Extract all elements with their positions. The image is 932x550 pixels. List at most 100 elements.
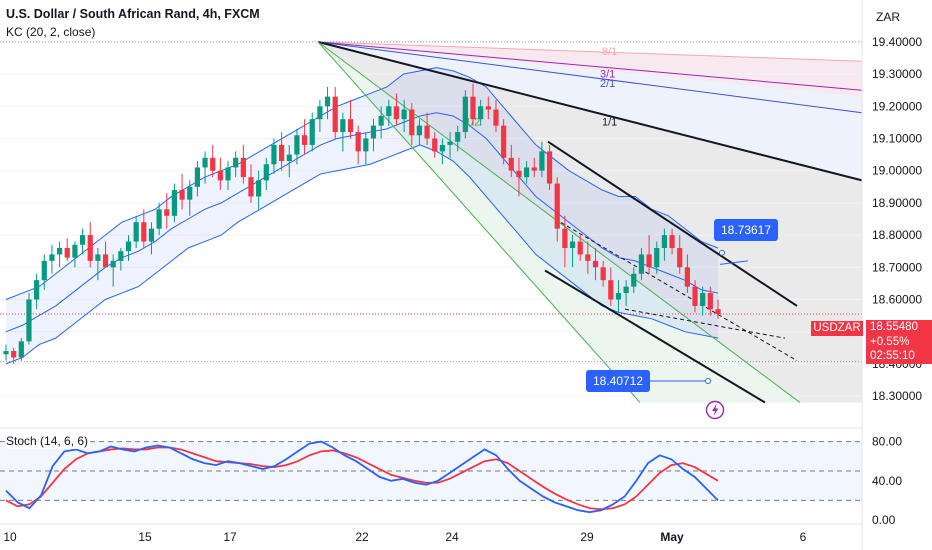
candle-body [363,138,369,152]
candle-body [133,222,139,242]
candle-body [416,125,423,136]
candle-body [401,109,407,120]
candle-body [95,254,101,261]
candle-body [125,241,132,252]
stoch-tick-label: 80.00 [872,435,902,449]
candle-body [424,125,430,139]
candle-body [554,183,560,229]
last-price-symbol: USDZAR [811,321,863,336]
callout-high-dot [719,249,725,256]
candle-body [569,241,576,248]
candle-body [110,260,116,268]
stoch-d-line [5,446,719,511]
price-scale[interactable]: 19.40000 19.30000 19.20000 19.10000 19.00000… [861,0,932,550]
candle-body [692,286,698,306]
candle-body [279,144,285,162]
candle-body [41,260,47,281]
price-tick-label: 19.30000 [872,67,922,81]
candle-body [271,144,277,165]
gann-fan-line [317,40,863,182]
candle-body [34,280,40,300]
candle-body [194,167,200,187]
candle-body [677,247,683,268]
candle-body [386,106,392,116]
candle-body [455,132,461,142]
candle-body [148,228,155,242]
candle-body [248,177,254,197]
callout-low-box [586,370,650,392]
stoch-tick-label: 40.00 [872,474,902,488]
support-dashed[interactable] [624,308,786,339]
time-scale[interactable]: 10 15 17 22 24 29 May 6 [3,530,806,544]
candle-body [332,96,338,133]
candle-body [378,115,384,126]
price-tick-label: 19.00000 [872,164,922,178]
candle-body [592,260,599,268]
fan-zone-top [318,41,862,97]
last-price-values: 18.55480 +0.55% 02:55:10 [866,320,932,364]
candle-body [546,151,553,184]
candle-body [501,125,507,158]
keltner-band-fill [6,67,718,364]
channel-mid-dashed[interactable] [554,218,798,362]
candle-body [233,157,239,168]
callout-high-text: 18.73617 [721,223,771,237]
price-tick-label: 18.80000 [872,228,922,242]
candle-body [669,235,675,248]
chart-title: U.S. Dollar / South African Rand, 4h, FX… [6,7,260,21]
fan-label: 1/1 [602,117,617,129]
candle-body [508,157,514,171]
candle-body [684,267,690,287]
candle-body [11,351,17,358]
candle-body [56,247,63,255]
candle-body [324,96,331,107]
channel-lower[interactable] [544,269,766,404]
time-tick-label: 22 [355,530,369,544]
fan-zone-middle [318,41,862,403]
time-tick-label: 10 [3,530,17,544]
candle-body [516,170,522,178]
candle-body [485,106,491,110]
channel-upper[interactable] [547,140,798,307]
candle-body [164,209,170,216]
callout-low[interactable]: 18.40712 [586,370,711,392]
time-tick-label: 6 [800,530,807,544]
lightning-icon[interactable] [705,400,725,420]
price-tick-label: 18.30000 [872,389,922,403]
candle-body [646,254,652,268]
candle-body [3,351,9,355]
stoch-pane[interactable] [0,440,862,514]
fan-label: 2/1 [600,78,615,90]
fan-label: 3/1 [600,68,615,80]
gann-fan-line [317,41,863,62]
candle-body [256,180,262,197]
candle-body [370,125,377,139]
lightning-icon-bolt [712,404,719,416]
candle-body [661,235,668,248]
price-tick-label: 18.90000 [872,196,922,210]
candle-body [340,119,346,133]
candle-body [715,309,721,314]
candle-body [585,254,591,261]
candle-body [202,157,208,168]
candle-body [393,106,400,120]
callout-high[interactable]: 18.73617 [714,219,778,265]
candle-body [118,251,124,261]
indicator-legend[interactable]: KC (20, 2, close) [6,25,96,39]
candle-body [187,186,193,200]
time-tick-label: May [660,530,684,544]
currency-label: ZAR [876,10,900,24]
candle-body [409,109,415,136]
gann-fan-line [317,41,863,91]
candle-body [447,141,453,145]
candle-body [623,286,629,294]
price-tick-label: 19.20000 [872,99,922,113]
candle-body [240,157,246,178]
stoch-legend[interactable]: Stoch (14, 6, 6) [6,434,91,449]
gann-fan-line [317,41,863,114]
last-price-change: +0.55% [870,335,910,348]
fan-label: 8/1 [602,46,617,58]
candle-body [317,106,323,120]
